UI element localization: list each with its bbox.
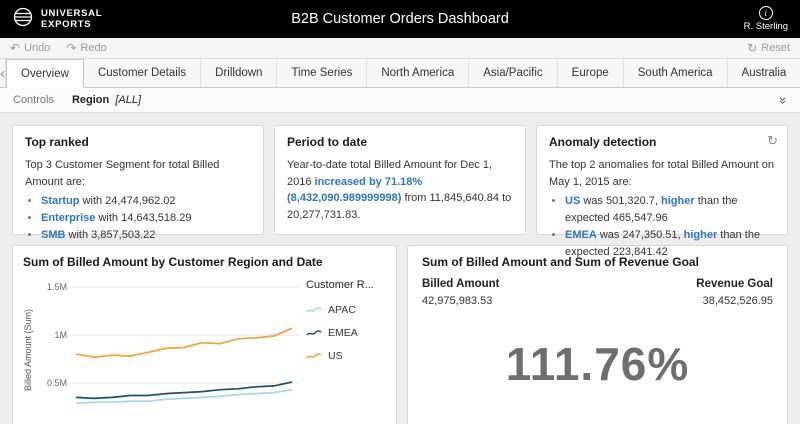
- tab-bar: ‹ Overview Customer Details Drilldown Ti…: [0, 59, 800, 88]
- reset-label: Reset: [761, 42, 790, 54]
- reset-icon: ↻: [747, 41, 758, 55]
- period-to-date-text: Year-to-date total Billed Amount for Dec…: [287, 159, 512, 221]
- direction-link: higher: [661, 195, 695, 207]
- line-chart: Billed Amount (Sum) 1.5M 1M 0.5M Customer …: [23, 277, 386, 424]
- line-chart-card: Sum of Billed Amount by Customer Region …: [12, 245, 397, 424]
- us-line-swatch: [306, 353, 322, 359]
- top-ranked-list: Startup with 24,474,962.02 Enterprise wi…: [25, 193, 251, 244]
- dashboard-title: B2B Customer Orders Dashboard: [291, 11, 509, 27]
- tab-drilldown[interactable]: Drilldown: [201, 59, 278, 87]
- billed-amount-value: 42,975,983.53: [422, 295, 493, 307]
- tab-customer-details[interactable]: Customer Details: [84, 59, 202, 87]
- kpi-percent: 111.76%: [505, 338, 690, 390]
- redo-button[interactable]: ↷ Redo: [66, 42, 106, 54]
- kpi-title: Sum of Billed Amount and Sum of Revenue …: [422, 255, 699, 269]
- legend-item-apac[interactable]: APAC: [306, 304, 374, 316]
- universal-exports-logo: UNIVERSAL EXPORTS: [12, 6, 102, 33]
- controls-bar: Controls Region [ALL] »: [0, 88, 800, 113]
- svg-text:1M: 1M: [54, 330, 67, 340]
- user-area: i R. Sterling: [744, 6, 788, 32]
- legend-title: Customer R...: [306, 279, 374, 291]
- segment-link: SMB: [41, 229, 66, 242]
- emea-line-swatch: [306, 330, 322, 336]
- top-ranked-intro: Top 3 Customer Segment for total Billed …: [25, 159, 220, 188]
- svg-text:0.5M: 0.5M: [47, 378, 67, 388]
- list-item: SMB with 3,857,503.22: [41, 227, 251, 244]
- logo-text: UNIVERSAL EXPORTS: [41, 7, 103, 30]
- region-link: US: [565, 195, 581, 207]
- app-header: UNIVERSAL EXPORTS B2B Customer Orders Da…: [0, 0, 800, 38]
- billed-amount-block: Billed Amount 42,975,983.53: [422, 278, 500, 307]
- list-item: EMEA was 247,350.51, higher than the exp…: [565, 227, 775, 261]
- region-link: EMEA: [565, 229, 597, 242]
- undo-icon: ↶: [10, 41, 21, 55]
- region-filter-label: Region: [71, 94, 110, 106]
- region-filter[interactable]: Region [ALL]: [72, 94, 141, 106]
- anomaly-list: US was 501,320.7, higher than the expect…: [549, 193, 775, 261]
- dashboard-content: Top ranked Top 3 Customer Segment for to…: [0, 113, 800, 424]
- list-item: US was 501,320.7, higher than the expect…: [565, 193, 775, 227]
- line-chart-svg[interactable]: 1.5M 1M 0.5M: [36, 277, 298, 424]
- redo-icon: ↷: [66, 41, 77, 55]
- increase-highlight: increased by 71.18% (8,432,090.989999998…: [287, 175, 423, 205]
- list-item: Enterprise with 14,643,518.29: [41, 210, 251, 227]
- info-icon[interactable]: i: [758, 6, 773, 20]
- anomaly-intro: The top 2 anomalies for total Billed Amo…: [549, 159, 775, 188]
- tab-australia[interactable]: Australia: [728, 59, 800, 87]
- chart-legend: Customer R... APAC EMEA US: [298, 277, 374, 424]
- reset-button[interactable]: ↻ Reset: [747, 42, 790, 54]
- user-name: R. Sterling: [743, 21, 788, 32]
- legend-item-emea[interactable]: EMEA: [306, 327, 374, 339]
- kpi-header: Billed Amount 42,975,983.53 Revenue Goal…: [422, 278, 773, 307]
- insight-row: Top ranked Top 3 Customer Segment for to…: [12, 125, 788, 258]
- svg-text:1.5M: 1.5M: [47, 282, 67, 292]
- tab-time-series[interactable]: Time Series: [277, 59, 368, 87]
- y-axis-label: Billed Amount (Sum): [23, 308, 33, 391]
- tab-north-america[interactable]: North America: [367, 59, 470, 87]
- apac-line-swatch: [306, 307, 322, 313]
- anomaly-detection-card: ↻ Anomaly detection The top 2 anomalies …: [536, 125, 788, 258]
- undo-label: Undo: [24, 42, 51, 54]
- list-item: Startup with 24,474,962.02: [41, 193, 251, 210]
- toolbar: ↶ Undo ↷ Redo ↻ Reset: [0, 38, 800, 59]
- tab-overview[interactable]: Overview: [6, 59, 84, 88]
- tab-scroll-left-button[interactable]: ‹: [0, 59, 6, 87]
- undo-button[interactable]: ↶ Undo: [10, 42, 50, 54]
- redo-label: Redo: [80, 42, 107, 54]
- top-ranked-title: Top ranked: [25, 135, 89, 149]
- segment-link: Startup: [41, 195, 80, 207]
- billed-amount-label: Billed Amount: [422, 278, 500, 290]
- region-filter-value: [ALL]: [115, 94, 141, 106]
- top-ranked-card: Top ranked Top 3 Customer Segment for to…: [12, 125, 264, 241]
- revenue-goal-label: Revenue Goal: [696, 278, 773, 290]
- line-chart-title: Sum of Billed Amount by Customer Region …: [23, 255, 323, 269]
- segment-link: Enterprise: [41, 212, 96, 225]
- period-to-date-card: Period to date Year-to-date total Billed…: [274, 125, 526, 235]
- tab-south-america[interactable]: South America: [624, 59, 728, 87]
- revenue-goal-block: Revenue Goal 38,452,526.95: [696, 278, 773, 307]
- collapse-chevron-icon[interactable]: »: [775, 96, 791, 104]
- period-to-date-title: Period to date: [287, 135, 368, 149]
- tab-europe[interactable]: Europe: [558, 59, 624, 87]
- direction-link: higher: [683, 229, 718, 242]
- anomaly-title: Anomaly detection: [549, 135, 657, 149]
- chevron-left-icon: ‹: [0, 64, 5, 82]
- chart-row: Sum of Billed Amount by Customer Region …: [12, 245, 788, 424]
- kpi-card: Sum of Billed Amount and Sum of Revenue …: [407, 245, 788, 424]
- refresh-icon[interactable]: ↻: [767, 133, 778, 148]
- controls-label: Controls: [13, 94, 54, 106]
- revenue-goal-value: 38,452,526.95: [702, 295, 773, 307]
- legend-item-us[interactable]: US: [306, 350, 374, 362]
- globe-icon: [12, 6, 34, 33]
- tab-asia-pacific[interactable]: Asia/Pacific: [469, 59, 558, 87]
